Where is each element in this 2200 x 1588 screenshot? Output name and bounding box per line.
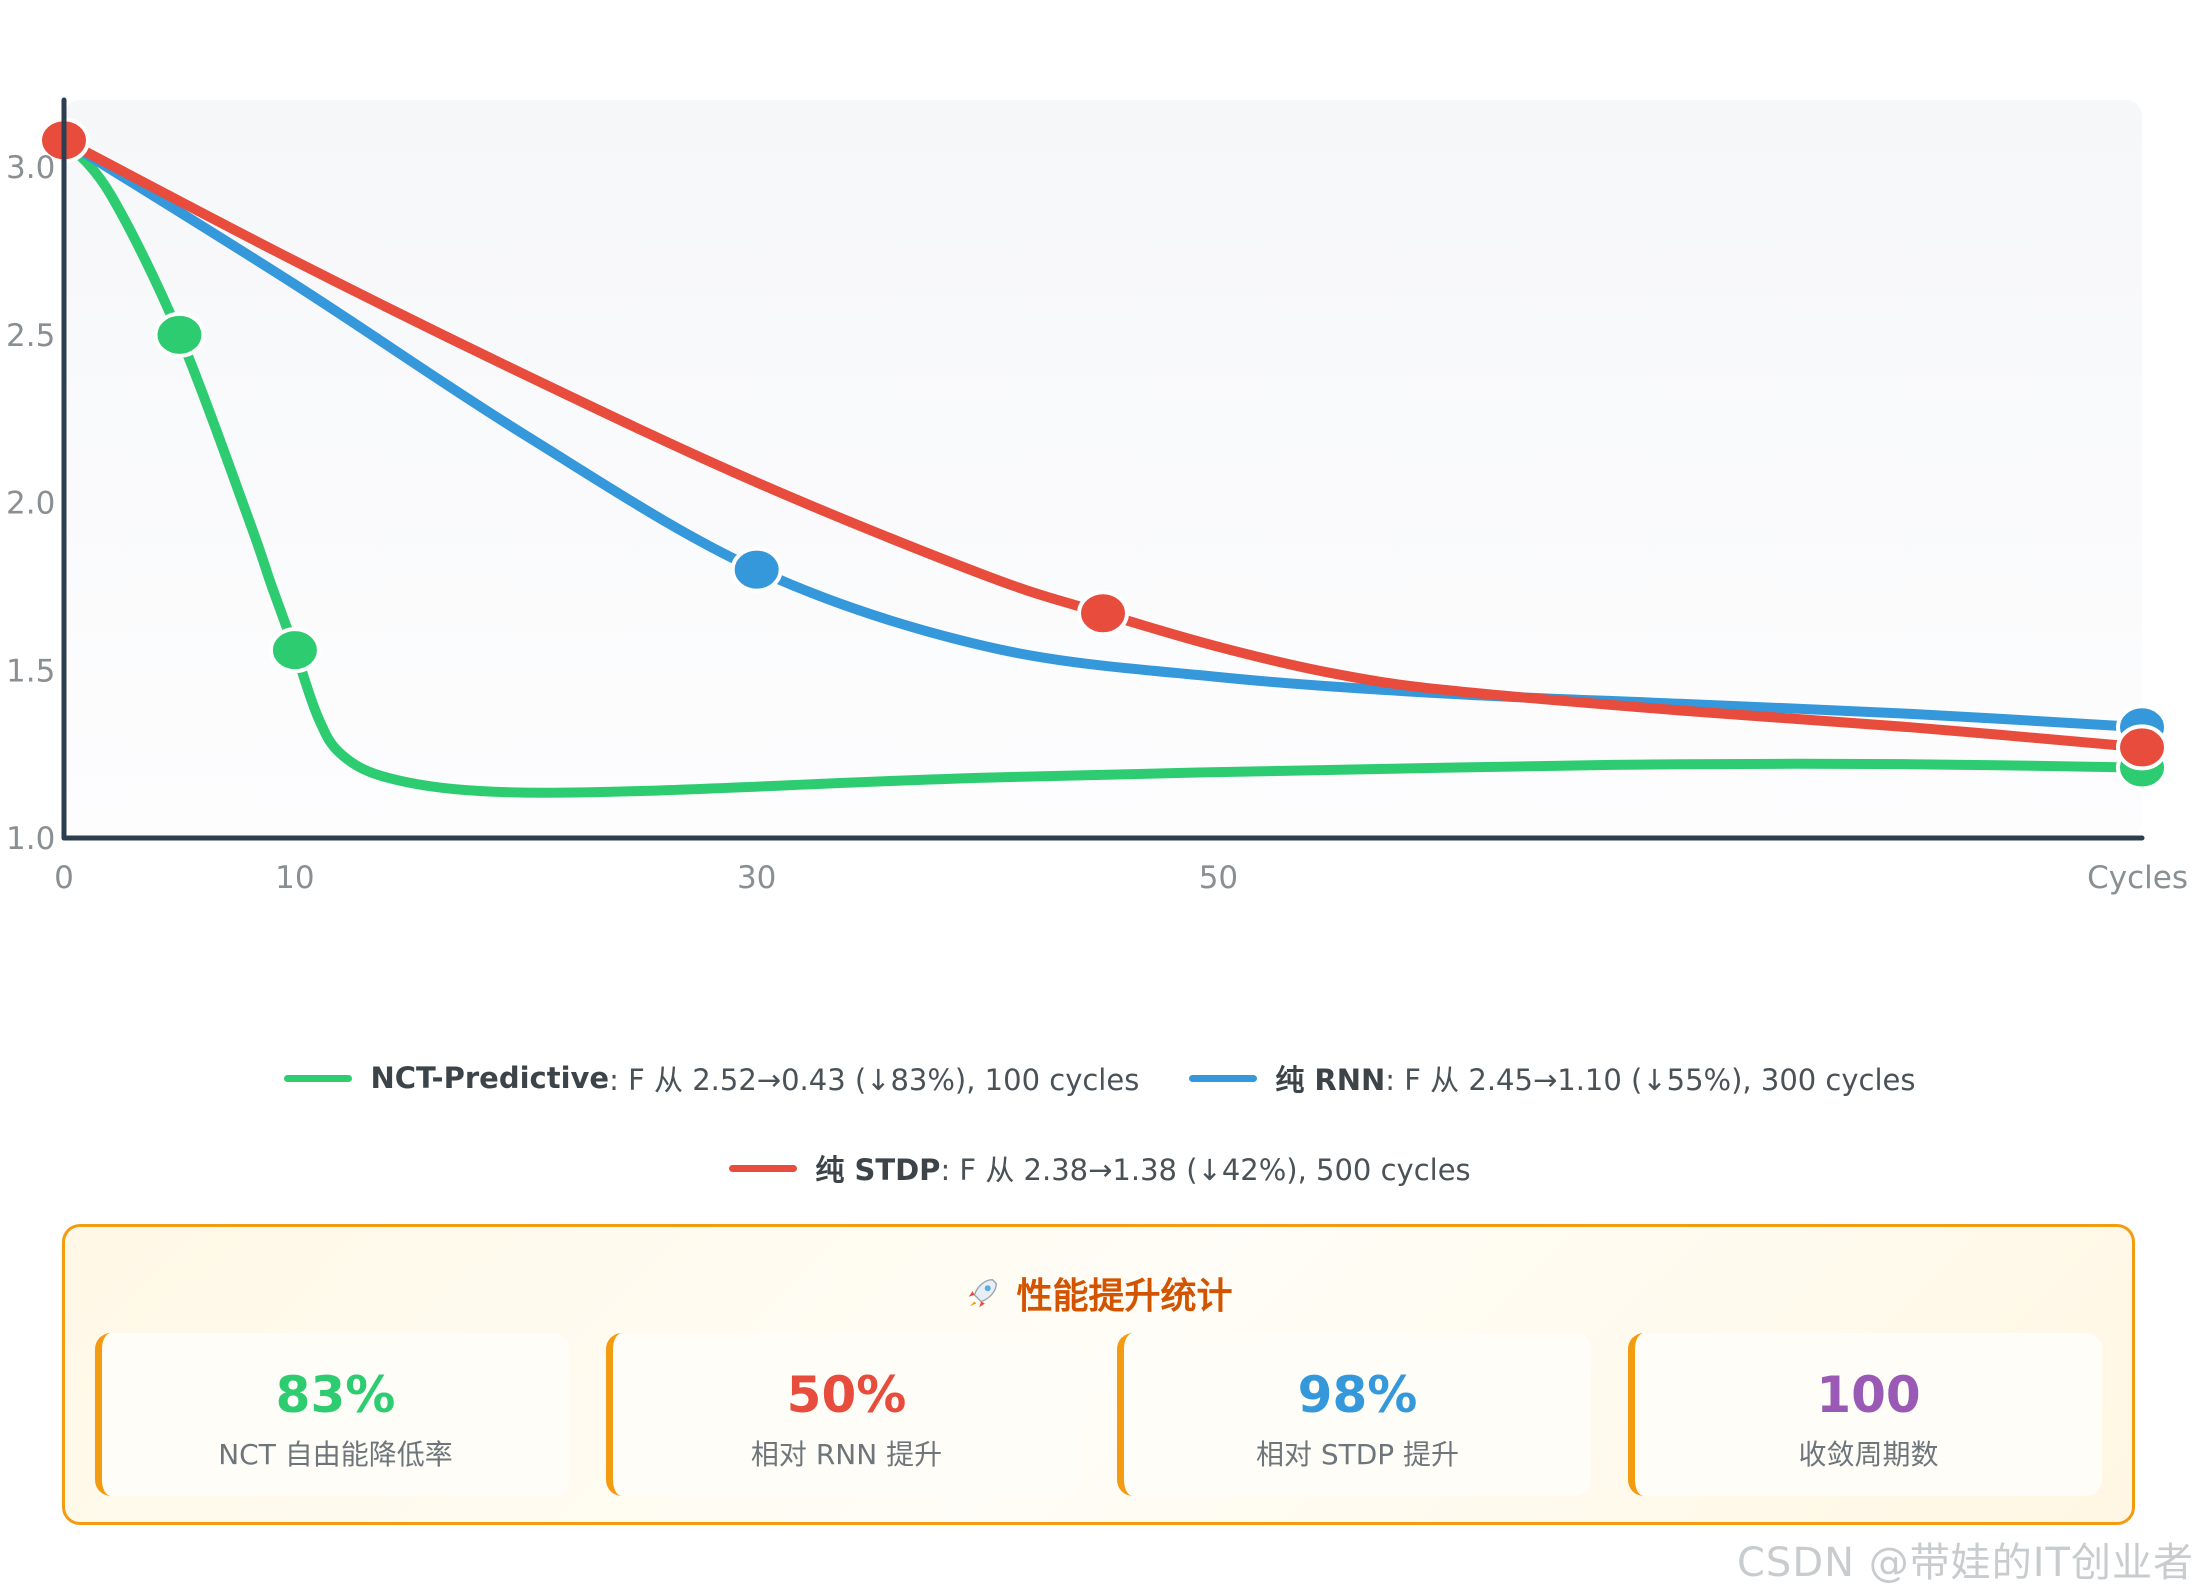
y-tick-label: 1.0 xyxy=(6,821,55,857)
stat-label: NCT 自由能降低率 xyxy=(218,1438,453,1471)
data-point-1-0 xyxy=(730,546,783,593)
y-tick-label: 3.0 xyxy=(6,150,55,186)
series-line-1 xyxy=(59,135,2147,733)
legend-desc-rnn: : F 从 2.45→1.10 (↓55%), 300 cycles xyxy=(1385,1063,1916,1097)
legend-name-stdp: 纯 STDP xyxy=(815,1153,941,1187)
legend-item-rnn: 纯 RNN : F 从 2.45→1.10 (↓55%), 300 cycles xyxy=(1189,1057,1916,1099)
y-tick-label: 2.5 xyxy=(6,318,55,354)
y-tick-label: 1.5 xyxy=(6,653,55,689)
data-point-2-2 xyxy=(2116,724,2168,771)
legend-name-nct: NCT-Predictive xyxy=(370,1061,610,1095)
y-tick-label: 2.0 xyxy=(6,486,55,522)
legend-swatch-nct xyxy=(284,1074,353,1082)
legend-desc-stdp: : F 从 2.38→1.38 (↓42%), 500 cycles xyxy=(940,1153,1471,1187)
stat-card-vs-rnn: 50% 相对 RNN 提升 xyxy=(606,1333,1080,1496)
data-point-0-1 xyxy=(268,627,321,674)
x-tick-label: 0 xyxy=(54,860,74,896)
legend-item-nct: NCT-Predictive : F 从 2.52→0.43 (↓83%), 1… xyxy=(284,1057,1139,1099)
watermark: CSDN @带娃的IT创业者 xyxy=(1737,1540,2194,1586)
stat-label: 相对 RNN 提升 xyxy=(750,1438,943,1471)
stats-title: 性能提升统计 xyxy=(65,1267,2132,1321)
stat-label: 收敛周期数 xyxy=(1798,1438,1939,1471)
stat-value: 98% xyxy=(1297,1366,1418,1424)
stat-card-nct-reduction: 83% NCT 自由能降低率 xyxy=(95,1333,569,1496)
x-tick-label: 50 xyxy=(1199,860,1238,896)
stat-value: 100 xyxy=(1816,1366,1921,1424)
legend-name-rnn: 纯 RNN xyxy=(1275,1063,1386,1097)
x-tick-label: 30 xyxy=(737,860,776,896)
legend-row-2: 纯 STDP : F 从 2.38→1.38 (↓42%), 500 cycle… xyxy=(0,1147,2200,1189)
stats-panel: 性能提升统计 83% NCT 自由能降低率 50% 相对 RNN 提升 98% … xyxy=(62,1224,2135,1525)
series-line-0 xyxy=(59,135,2147,798)
data-point-0-0 xyxy=(153,311,206,358)
legend-item-stdp: 纯 STDP : F 从 2.38→1.38 (↓42%), 500 cycle… xyxy=(729,1147,1471,1189)
x-axis-label: Cycles xyxy=(2087,860,2188,896)
stat-value: 83% xyxy=(275,1366,396,1424)
legend-row-1: NCT-Predictive : F 从 2.52→0.43 (↓83%), 1… xyxy=(0,1057,2200,1099)
x-tick-label: 10 xyxy=(275,860,314,896)
legend-desc-nct: : F 从 2.52→0.43 (↓83%), 100 cycles xyxy=(609,1063,1140,1097)
legend-swatch-rnn xyxy=(1189,1074,1258,1082)
chart: 1.0 1.5 2.0 2.5 3.0 0 10 30 50 Cycles xyxy=(6,97,2188,896)
legend-swatch-stdp xyxy=(729,1164,798,1172)
data-point-2-1 xyxy=(1077,590,1129,637)
stat-card-vs-stdp: 98% 相对 STDP 提升 xyxy=(1117,1333,1591,1496)
stats-title-text: 性能提升统计 xyxy=(1016,1276,1233,1317)
rocket-icon xyxy=(964,1274,1002,1321)
stat-value: 50% xyxy=(786,1366,907,1424)
stat-label: 相对 STDP 提升 xyxy=(1255,1438,1460,1471)
plot-background xyxy=(64,100,2142,837)
stat-card-convergence: 100 收敛周期数 xyxy=(1628,1333,2102,1496)
